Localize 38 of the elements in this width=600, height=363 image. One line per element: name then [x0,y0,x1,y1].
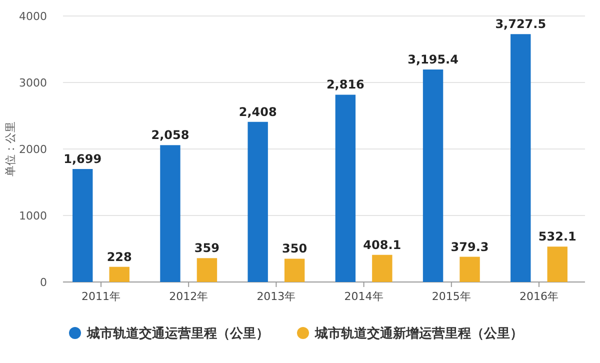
x-tick-label: 2012年 [169,290,208,303]
data-label: 3,195.4 [408,52,458,67]
data-label: 3,727.5 [495,17,546,32]
bar [510,34,531,282]
x-tick-label: 2016年 [520,290,559,303]
bar [72,169,93,282]
data-label: 408.1 [363,238,402,252]
data-label: 228 [106,250,132,264]
data-label: 2,408 [238,104,277,119]
x-tick-label: 2013年 [256,290,296,303]
x-tick-label: 2011年 [81,290,120,303]
x-tick-label: 2015年 [432,290,471,303]
y-tick-label: 0 [40,276,47,289]
y-tick-label: 1000 [19,209,47,222]
y-tick-label: 3000 [19,76,47,90]
y-tick-label: 2000 [19,142,47,156]
bar [460,256,480,282]
bar [248,122,268,282]
bar [196,258,218,282]
bar [160,145,180,282]
data-label: 350 [282,242,308,256]
bar [335,94,356,282]
bar [284,258,305,282]
data-label: 532.1 [538,230,576,244]
bar [109,266,130,282]
legend-label: 城市轨道交通运营里程（公里） [86,326,269,342]
y-tick-label: 4000 [19,10,47,23]
bar [547,246,568,282]
data-label: 1,699 [64,152,102,166]
data-label: 359 [194,241,220,256]
x-tick-label: 2014年 [344,290,384,303]
bar [372,254,392,282]
legend-label: 城市轨道交通新增运营里程（公里） [314,326,523,342]
data-label: 2,058 [151,128,190,142]
bar [422,70,444,282]
data-label: 2,816 [326,78,364,92]
data-label: 379.3 [450,240,489,254]
y-axis-title: 单位：公里 [4,122,17,176]
